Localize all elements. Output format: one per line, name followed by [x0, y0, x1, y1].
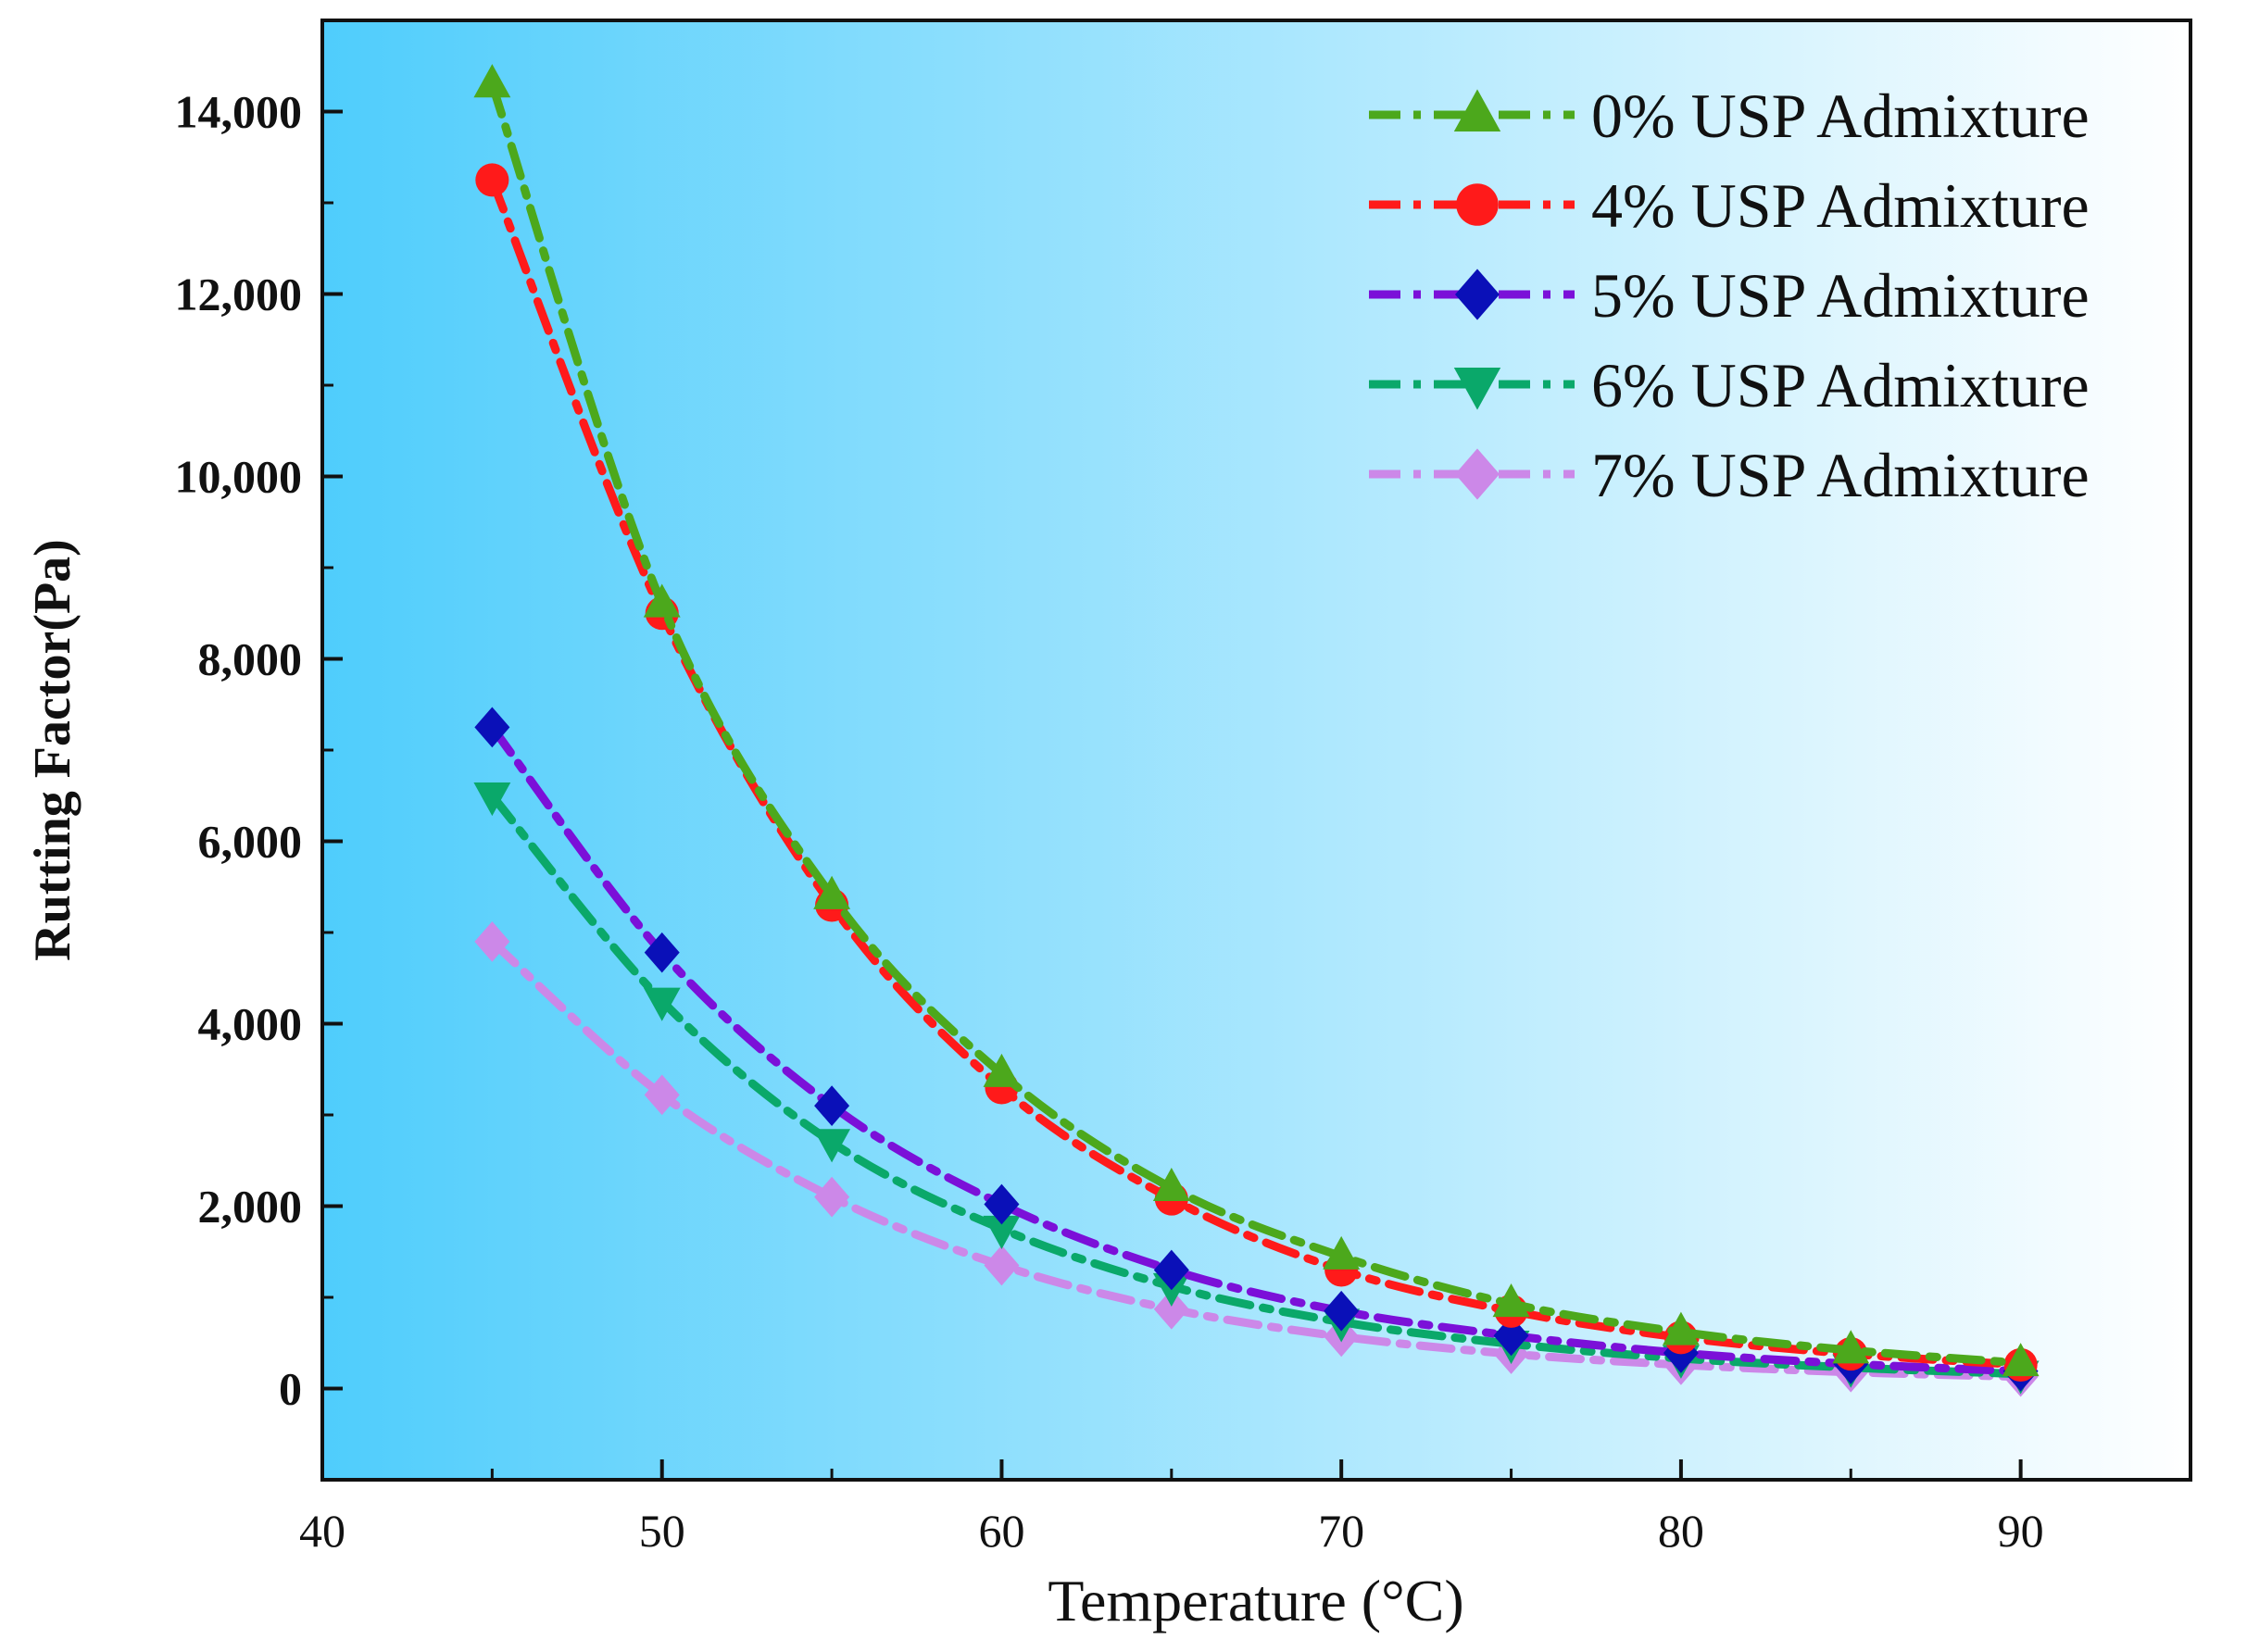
data-point	[643, 987, 681, 1021]
series-layer	[473, 64, 2040, 1397]
data-point	[983, 1053, 1021, 1087]
legend-label: 7% USP Admixture	[1591, 440, 2090, 510]
legend-marker	[1455, 448, 1500, 500]
legend-label: 6% USP Admixture	[1591, 350, 2090, 420]
y-axis: 0 2,000 4,000 6,000 8,000 10,000 12,000 14,000	[175, 19, 343, 1415]
series-0	[473, 64, 2040, 1377]
series-line	[487, 791, 2026, 1379]
data-point	[814, 1085, 850, 1126]
data-point	[644, 932, 680, 973]
data-point	[1662, 1311, 1700, 1345]
x-tick-label: 70	[1318, 1505, 1364, 1557]
series-line	[487, 937, 2026, 1382]
data-point	[813, 1129, 851, 1163]
data-point	[1324, 1290, 1360, 1332]
data-point	[473, 64, 511, 98]
legend-marker	[1453, 89, 1501, 131]
legend-item: 4% USP Admixture	[1369, 170, 2090, 241]
y-tick-label: 6,000	[198, 816, 303, 868]
legend-item: 7% USP Admixture	[1369, 440, 2090, 510]
y-tick-label: 10,000	[175, 451, 303, 503]
y-axis-title: Rutting Factor(Pa)	[24, 539, 82, 961]
legend-marker	[1456, 183, 1499, 226]
data-point	[1153, 1249, 1189, 1291]
data-point	[813, 875, 851, 909]
y-tick-label: 2,000	[198, 1181, 303, 1233]
data-point	[1492, 1283, 1530, 1318]
y-tick-label: 8,000	[198, 633, 303, 685]
legend-item: 5% USP Admixture	[1369, 260, 2090, 331]
series-2	[474, 707, 2039, 1392]
data-point	[474, 921, 510, 962]
data-point	[814, 1176, 850, 1218]
data-point	[1153, 1288, 1189, 1330]
data-point	[1832, 1330, 1870, 1364]
y-tick-label: 12,000	[175, 269, 303, 320]
legend-marker	[1455, 269, 1500, 320]
y-tick-label: 0	[279, 1363, 302, 1415]
data-point	[475, 163, 509, 197]
legend-label: 0% USP Admixture	[1591, 81, 2090, 151]
data-point	[2002, 1343, 2040, 1377]
x-tick-label: 80	[1658, 1505, 1704, 1557]
x-tick-label: 60	[978, 1505, 1024, 1557]
x-tick-label: 90	[1998, 1505, 2044, 1557]
x-tick-label: 50	[639, 1505, 685, 1557]
data-point	[984, 1245, 1020, 1286]
legend-marker	[1453, 368, 1501, 410]
data-point	[1152, 1167, 1190, 1202]
y-tick-label: 14,000	[175, 86, 303, 138]
data-point	[473, 782, 511, 817]
legend: 0% USP Admixture 4% USP Admixture 5% USP A…	[1369, 81, 2090, 510]
x-axis: 40 50 60 70 80 90	[299, 1459, 2044, 1557]
data-point	[984, 1183, 1020, 1225]
legend-item: 6% USP Admixture	[1369, 350, 2090, 420]
data-point	[983, 1215, 1021, 1249]
legend-item: 0% USP Admixture	[1369, 81, 2090, 151]
x-tick-label: 40	[299, 1505, 345, 1557]
x-axis-title: Temperature (°C)	[1048, 1568, 1463, 1633]
legend-label: 4% USP Admixture	[1591, 170, 2090, 241]
data-point	[474, 707, 510, 748]
legend-label: 5% USP Admixture	[1591, 260, 2090, 331]
data-point	[1323, 1235, 1361, 1270]
series-line	[487, 722, 2026, 1376]
data-point	[1493, 1315, 1529, 1357]
y-tick-label: 4,000	[198, 998, 303, 1050]
data-point	[644, 1074, 680, 1116]
data-point	[643, 583, 681, 618]
